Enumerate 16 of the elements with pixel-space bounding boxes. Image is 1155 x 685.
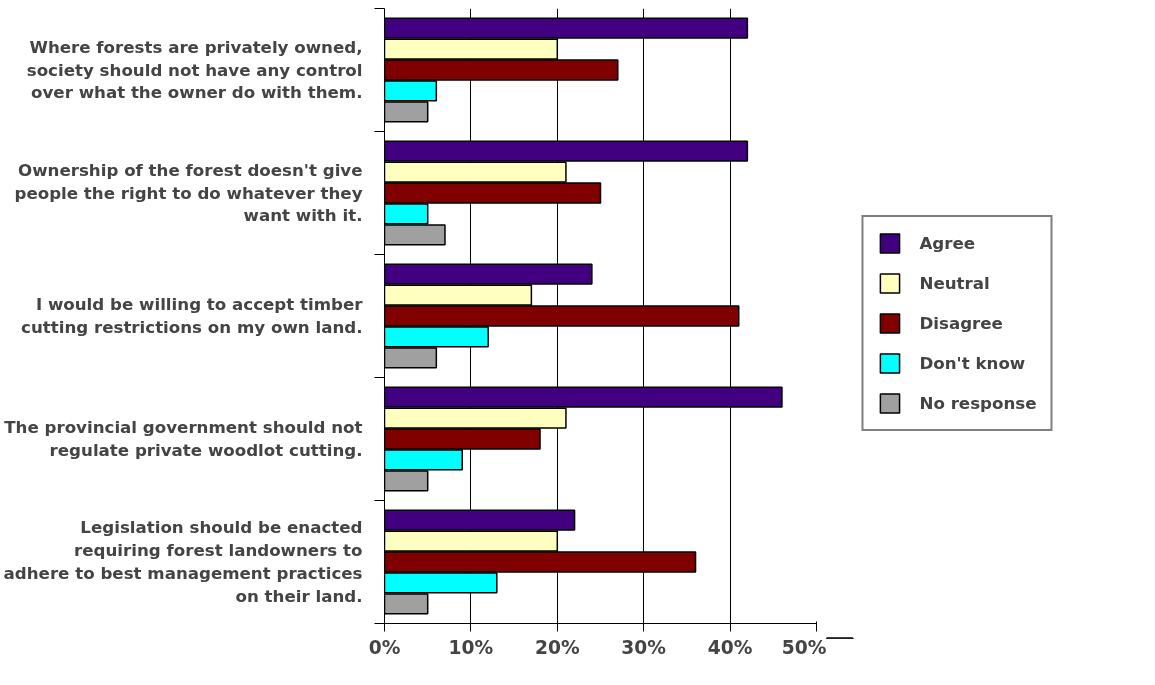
- legend-label: Agree: [919, 233, 976, 253]
- x-tick-label: 40%: [707, 636, 753, 658]
- x-tick-label: 20%: [534, 636, 580, 658]
- y-tick-label: The provincial government should not regulate private woodlot cutting.: [4, 418, 363, 460]
- legend-label: Don't know: [919, 353, 1026, 373]
- x-tick-label: 50%: [781, 636, 827, 658]
- y-tick-label: Ownership of the forest doesn't give people the right to do whatever they want with it.: [14, 160, 363, 226]
- legend-label: No response: [919, 393, 1037, 413]
- x-tick-label: 30%: [621, 636, 667, 658]
- x-tick-label: 10%: [448, 636, 494, 658]
- y-tick-label: Legislation should be enacted requiring forest landowners to adhere to best management practices on their land.: [3, 518, 363, 606]
- legend-label: Neutral: [919, 273, 990, 293]
- y-tick-label: Where forests are privately owned, society should not have any control over what the owner do with them.: [26, 37, 363, 103]
- legend-label: Disagree: [919, 313, 1003, 333]
- y-tick-label: I would be willing to accept timber cutting restrictions on my own land.: [21, 295, 364, 337]
- x-tick-label: 0%: [368, 636, 401, 658]
